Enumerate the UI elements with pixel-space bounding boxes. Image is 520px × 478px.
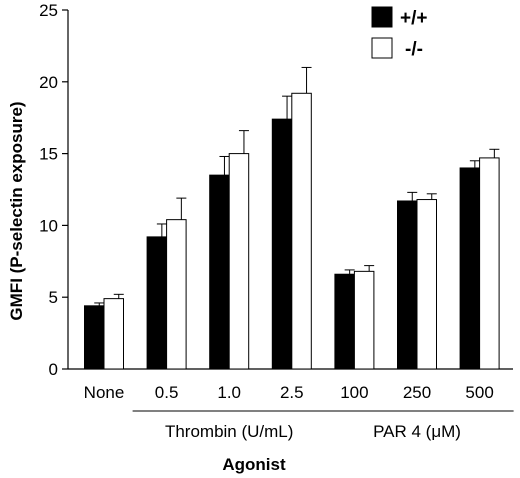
bar [334, 273, 355, 370]
legend-swatch-knockout [371, 37, 393, 59]
bar [416, 199, 437, 370]
x-tick-label: 1.0 [217, 383, 241, 402]
y-axis: 0 5 10 15 20 25 [39, 1, 513, 379]
bar [84, 305, 105, 370]
y-axis-title: GMFI (P-selectin exposure) [7, 101, 26, 320]
legend-label-knockout: -/- [405, 39, 423, 60]
bar [166, 219, 187, 370]
group-label: PAR 4 (μM) [373, 422, 461, 441]
x-tick-label: 0.5 [155, 383, 179, 402]
y-tick-label: 20 [39, 73, 58, 92]
bar [479, 157, 500, 370]
bar [353, 270, 375, 370]
x-tick-label: None [84, 383, 125, 402]
x-tick-labels: None 0.5 1.0 2.5 100 250 500 [84, 383, 494, 402]
y-tick-label: 25 [39, 1, 58, 20]
y-tick-label: 5 [49, 288, 58, 307]
bars [84, 66, 500, 370]
bar [209, 174, 230, 370]
x-axis-title: Agonist [222, 455, 286, 474]
y-tick-label: 0 [49, 360, 58, 379]
group-labels: Thrombin (U/mL) PAR 4 (μM) [132, 410, 514, 441]
bar [146, 236, 168, 370]
bar [291, 92, 312, 370]
y-tick-label: 15 [39, 145, 58, 164]
legend: +/+ -/- [371, 6, 427, 60]
legend-swatch-wild-type [371, 6, 393, 28]
group-label: Thrombin (U/mL) [165, 422, 293, 441]
bar [271, 118, 293, 370]
y-tick-label: 10 [39, 216, 58, 235]
bar [459, 167, 481, 370]
bar [103, 298, 124, 370]
bar [228, 153, 250, 370]
x-tick-label: 100 [340, 383, 368, 402]
x-tick-label: 2.5 [280, 383, 304, 402]
legend-label-wild-type: +/+ [400, 8, 427, 29]
x-tick-label: 500 [465, 383, 493, 402]
x-tick-label: 250 [403, 383, 431, 402]
bar [397, 200, 418, 370]
